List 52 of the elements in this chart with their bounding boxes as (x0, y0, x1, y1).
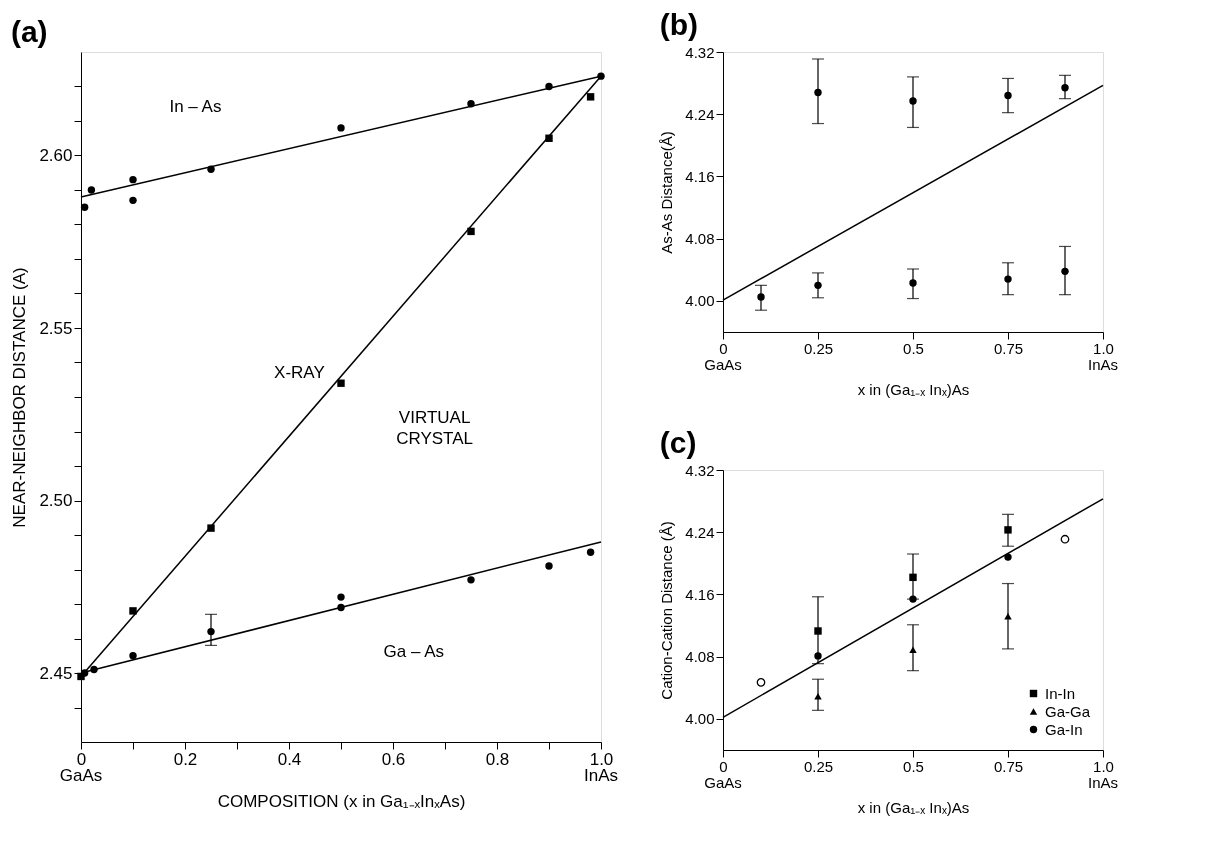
legend-label: Ga-In (1045, 720, 1083, 738)
legend-label: In-In (1045, 684, 1076, 702)
text: InAs (1087, 774, 1119, 791)
y-axis-title: As-As Distance(Å) (658, 131, 676, 254)
x-tick-label: 0.75 (993, 339, 1024, 357)
x-tick-label: 0.25 (803, 757, 834, 775)
y-axis-title: Cation-Cation Distance (Å) (658, 521, 676, 700)
text: InAs (1087, 356, 1119, 373)
y-tick-label: 4.16 (685, 585, 715, 603)
x-tick-label: 0.5 (903, 757, 924, 775)
y-tick-label: 2.60 (39, 146, 73, 165)
annotation: VIRTUAL CRYSTAL (396, 407, 474, 448)
y-tick-label: 4.08 (685, 230, 715, 248)
chart-title: (c) (659, 426, 697, 459)
chart-title: (b) (659, 8, 699, 41)
x-tick-label: 0 (76, 749, 87, 769)
x-tick-label: 0.5 (903, 339, 924, 357)
x-tick-label: 0.25 (803, 339, 834, 357)
y-tick-label: 2.50 (39, 491, 73, 510)
y-axis-title: NEAR-NEIGHBOR DISTANCE (A) (10, 267, 30, 528)
y-tick-label: 4.24 (685, 105, 715, 123)
x-tick-label: 1.0 (589, 749, 614, 769)
text: GaAs (59, 766, 103, 785)
text: GaAs (704, 774, 742, 791)
annotation: Ga – As (383, 642, 445, 662)
x-axis-title: x in (Ga₁₋ₓ Inₓ)As (857, 380, 970, 398)
y-tick-label: 2.55 (39, 318, 73, 338)
y-tick-label: 4.32 (685, 43, 715, 61)
x-tick-label: 1.0 (1093, 757, 1114, 775)
x-tick-label: 0.75 (993, 757, 1024, 775)
text: GaAs (704, 356, 742, 373)
x-tick-label: 1.0 (1093, 339, 1114, 357)
annotation: In – As (169, 97, 222, 117)
y-tick-label: 4.32 (685, 461, 715, 479)
x-axis-title: COMPOSITION (x in Ga₁₋ₓInₓAs) (217, 791, 466, 811)
x-tick-label: 0 (719, 757, 728, 775)
y-tick-label: 4.24 (685, 523, 715, 541)
legend-label: Ga-Ga (1045, 702, 1091, 720)
x-tick-label: 0.6 (381, 749, 406, 769)
annotation: X-RAY (274, 362, 325, 382)
y-tick-label: 2.45 (39, 663, 73, 683)
text: InAs (583, 766, 619, 785)
x-tick-label: 0.2 (173, 749, 198, 769)
x-axis-title: x in (Ga₁₋ₓ Inₓ)As (857, 798, 970, 816)
y-tick-label: 4.16 (685, 167, 715, 185)
chart-title: (a) (10, 15, 48, 48)
x-tick-label: 0.4 (277, 749, 302, 769)
y-tick-label: 4.08 (685, 648, 715, 666)
x-tick-label: 0.8 (485, 749, 510, 769)
x-tick-label: 0 (719, 339, 728, 357)
y-tick-label: 4.00 (685, 292, 715, 310)
y-tick-label: 4.00 (685, 710, 715, 728)
